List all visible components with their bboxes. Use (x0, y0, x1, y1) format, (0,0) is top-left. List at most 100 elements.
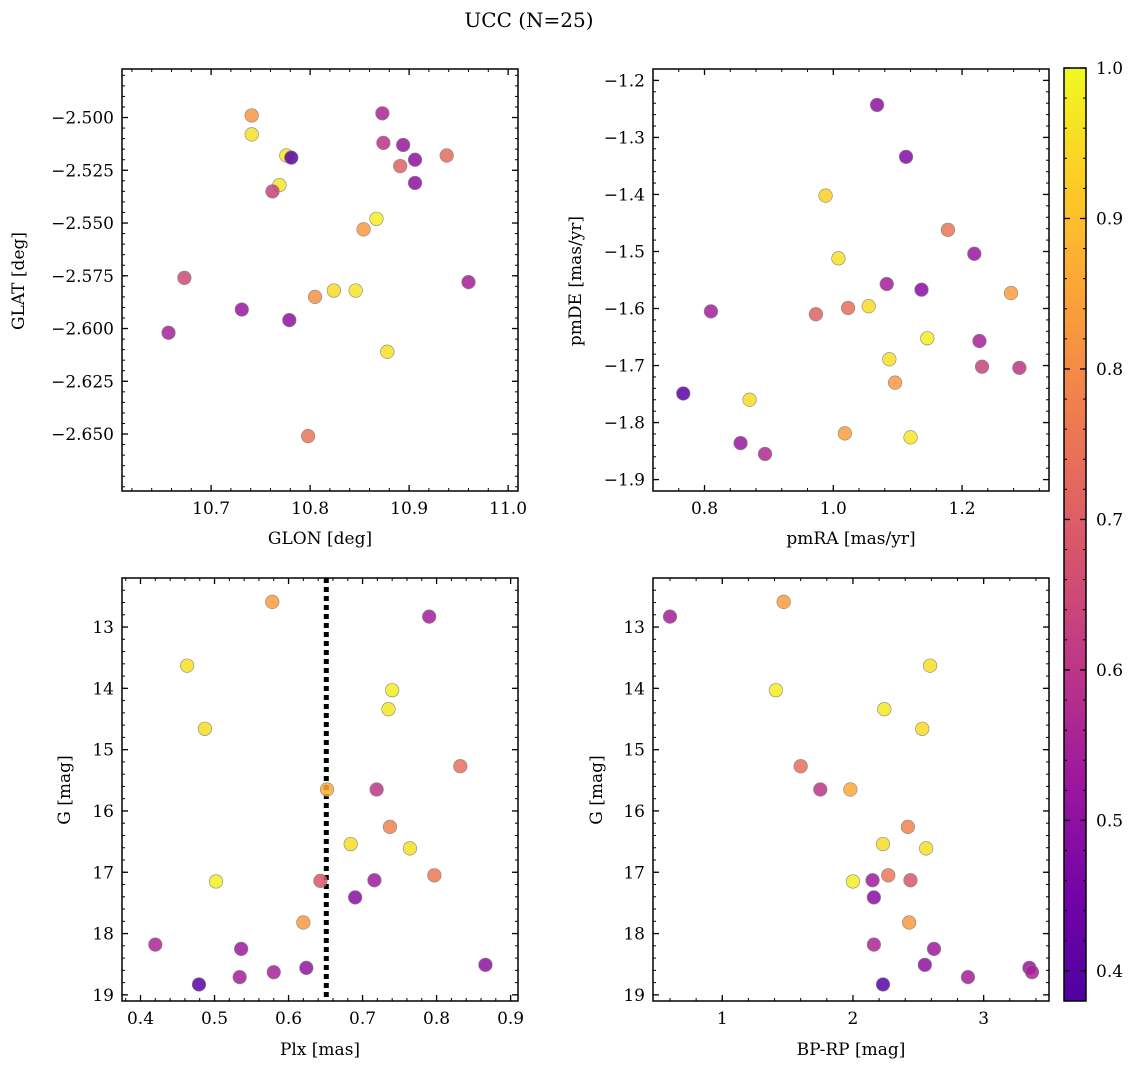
data-point (380, 344, 395, 359)
data-point (234, 302, 249, 317)
y-tick-label: −1.4 (604, 185, 645, 205)
x-tick-label: 1.0 (820, 499, 847, 519)
y-tick-label: 18 (92, 925, 114, 945)
data-point (369, 782, 384, 797)
x-tick-label: 0.4 (127, 1009, 154, 1029)
data-point (369, 211, 384, 226)
y-tick-label: 16 (623, 802, 645, 822)
y-tick-label: 18 (623, 925, 645, 945)
colorbar-tick-label: 1.0 (1096, 59, 1123, 79)
y-tick-label: 14 (623, 679, 645, 699)
y-tick-label: 16 (92, 802, 114, 822)
y-tick-label: 15 (92, 741, 114, 761)
data-point (813, 782, 828, 797)
data-point (866, 937, 881, 952)
data-point (974, 359, 990, 374)
data-point (284, 150, 299, 165)
colorbar: 0.4 0.5 0.6 0.7 0.8 0.9 1.0 (1063, 59, 1123, 1002)
x-tick-label: 10.8 (291, 499, 329, 519)
data-point (875, 836, 891, 852)
data-point (940, 222, 956, 237)
data-point (453, 759, 468, 774)
data-point (902, 915, 917, 930)
x-tick-label: 0.9 (497, 1009, 524, 1029)
y-tick-label: 19 (623, 986, 645, 1006)
data-point (301, 429, 316, 444)
data-point (478, 957, 493, 972)
data-point (381, 702, 396, 717)
plx-g-panel: Plx [mas] G [mag] 0.4 0.5 0.6 0.7 0.8 0.9 13 14… (55, 577, 524, 1060)
x-tick-label: 0.8 (691, 499, 718, 519)
y-tick-label: −2.575 (51, 267, 114, 287)
data-point (898, 149, 914, 164)
colorbar-tick-label: 0.8 (1096, 360, 1123, 380)
y-axis-label: G [mag] (587, 755, 607, 824)
colorbar-tick-label: 0.4 (1096, 962, 1123, 982)
data-point (922, 658, 938, 673)
figure-title: UCC (N=25) (464, 8, 593, 32)
data-point (793, 759, 808, 774)
x-tick-label: 10.9 (390, 499, 428, 519)
y-tick-label: −1.8 (604, 414, 645, 434)
data-point (903, 873, 918, 888)
data-point (439, 148, 454, 163)
colorbar-tick-label: 0.6 (1096, 661, 1123, 681)
data-point (244, 127, 259, 142)
data-point (776, 594, 791, 610)
plot-frame (121, 577, 519, 1002)
y-axis-label: pmDE [mas/yr] (566, 216, 586, 346)
data-point (265, 594, 280, 610)
colorbar-frame (1063, 67, 1087, 1002)
data-point (382, 819, 398, 834)
data-point (861, 299, 876, 314)
data-point (407, 152, 423, 167)
y-tick-label: −1.5 (604, 242, 645, 262)
data-point (313, 873, 328, 888)
y-tick-label: 19 (92, 986, 114, 1006)
data-point (376, 135, 391, 150)
data-point (177, 270, 192, 285)
data-point (319, 782, 335, 797)
data-point (396, 137, 411, 153)
data-point (367, 873, 382, 888)
y-tick-label: −1.6 (604, 300, 645, 320)
data-point (356, 222, 371, 237)
data-point (967, 246, 982, 261)
data-point (244, 108, 259, 123)
x-tick-label: 3 (978, 1009, 989, 1029)
data-point (326, 283, 341, 298)
color-magnitude-panel: BP-RP [mag] G [mag] 1 2 3 13 14 15 16 17 18 19 (587, 577, 1050, 1060)
data-point (662, 609, 678, 624)
y-tick-label: −2.625 (51, 372, 114, 392)
y-tick-label: −2.525 (51, 161, 114, 181)
data-point (926, 941, 942, 956)
data-point (375, 106, 390, 121)
data-point (422, 609, 437, 624)
data-point (808, 307, 824, 322)
data-point (768, 683, 783, 698)
data-point (733, 435, 748, 451)
data-point (914, 282, 929, 297)
y-axis-label: GLAT [deg] (9, 232, 29, 330)
data-point (972, 333, 987, 349)
glon-glat-panel: GLON [deg] GLAT [deg] 10.7 10.8 10.9 11.0 −2… (9, 68, 527, 549)
y-tick-label: −2.550 (51, 214, 114, 234)
data-point (920, 331, 935, 346)
y-tick-label: −2.500 (51, 109, 114, 129)
data-point (845, 874, 861, 889)
data-point (843, 782, 858, 797)
data-point (703, 304, 719, 319)
y-tick-label: −2.650 (51, 425, 114, 445)
data-point (265, 184, 280, 199)
y-tick-label: −1.3 (604, 128, 645, 148)
data-point (296, 915, 311, 930)
data-point (402, 841, 418, 856)
data-point (393, 158, 408, 174)
y-tick-label: 17 (623, 863, 645, 883)
x-tick-label: 0.6 (275, 1009, 302, 1029)
data-point (919, 841, 934, 856)
colorbar-tick-label: 0.5 (1096, 811, 1123, 831)
data-point (877, 702, 892, 717)
data-point (266, 965, 281, 980)
data-point (757, 446, 773, 462)
